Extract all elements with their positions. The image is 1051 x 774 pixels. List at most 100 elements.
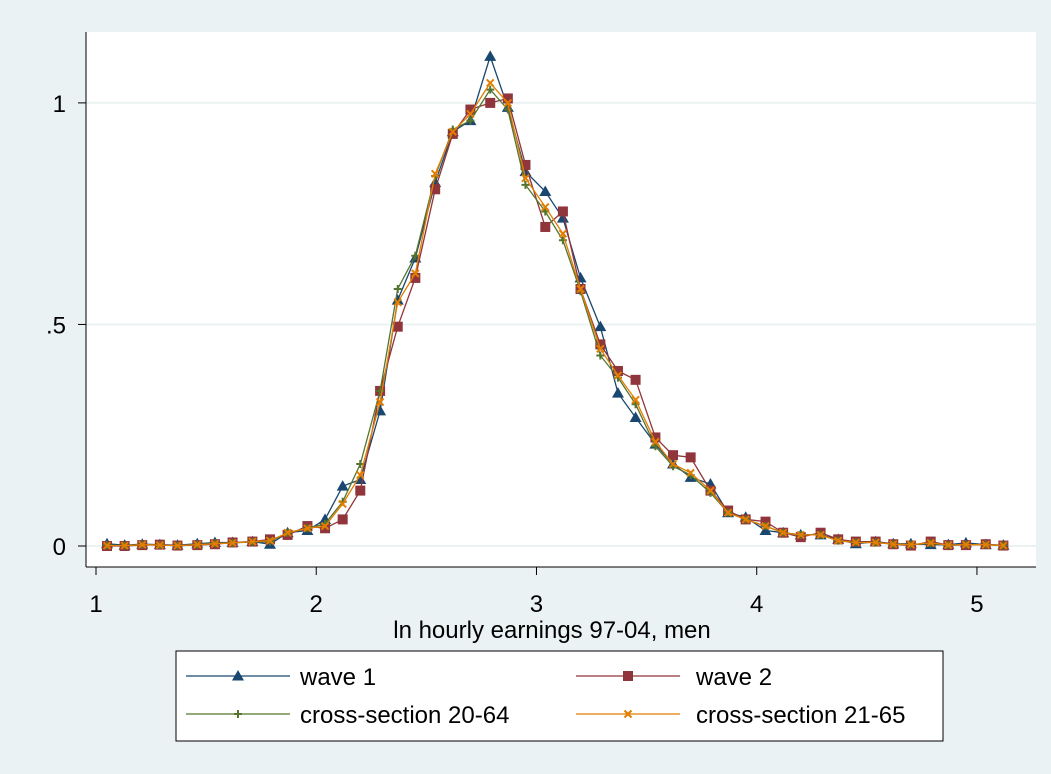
data-point <box>595 339 606 350</box>
data-point <box>557 206 568 217</box>
data-point <box>926 538 935 548</box>
data-point <box>336 480 349 491</box>
legend-label: cross-section 20-64 <box>300 702 509 729</box>
data-point <box>486 85 495 94</box>
data-point <box>484 50 497 61</box>
legend-marker <box>623 671 633 681</box>
data-point <box>155 540 165 550</box>
data-point <box>631 395 640 404</box>
data-point <box>594 320 607 332</box>
data-point <box>337 514 348 525</box>
data-point <box>303 524 312 533</box>
data-point <box>228 538 237 548</box>
data-point <box>503 105 512 114</box>
series-layer <box>101 50 1010 551</box>
data-point <box>961 540 971 549</box>
data-point <box>447 128 458 139</box>
plot-area <box>86 32 1036 567</box>
data-point <box>485 97 496 108</box>
data-point <box>651 442 660 451</box>
y-tick-label: .5 <box>46 312 66 339</box>
data-point <box>102 541 112 550</box>
data-point <box>486 78 495 88</box>
legend-marker <box>234 710 242 718</box>
data-point <box>706 486 715 495</box>
data-point <box>613 371 623 380</box>
data-point <box>871 538 880 547</box>
legend: wave 1 wave 2 cross-section 20-64 cross-sec… <box>175 650 944 742</box>
legend-label: wave 1 <box>299 664 376 691</box>
x-tick-label: 4 <box>750 591 763 618</box>
data-point <box>391 294 404 305</box>
data-point <box>796 530 805 540</box>
y-tick-label: 1 <box>53 91 66 118</box>
legend-marker <box>232 670 244 681</box>
data-point <box>651 437 660 447</box>
legend-box <box>175 650 944 742</box>
data-point <box>355 485 366 496</box>
data-point <box>760 516 771 527</box>
legend-item: wave 2 <box>576 664 772 691</box>
data-point <box>686 468 695 478</box>
data-point <box>193 540 202 549</box>
data-point <box>851 538 861 547</box>
data-point <box>558 229 568 238</box>
legend-item: cross-section 21-65 <box>576 702 905 729</box>
data-point <box>816 530 825 540</box>
data-point <box>521 180 530 189</box>
axis-layer: 0 .5 1 1 2 3 4 5 <box>46 32 1036 618</box>
data-point <box>723 508 733 517</box>
data-point <box>520 159 531 170</box>
legend-label: wave 2 <box>695 664 772 691</box>
data-point <box>465 104 476 115</box>
data-point <box>393 298 402 307</box>
data-point <box>138 540 147 549</box>
data-point <box>541 202 550 212</box>
legend-marker <box>623 709 633 719</box>
data-point <box>611 387 624 398</box>
data-point <box>448 127 457 136</box>
data-point <box>889 540 898 549</box>
y-tick-label: 0 <box>53 534 66 561</box>
x-axis-label: ln hourly earnings 97-04, men <box>393 617 711 644</box>
data-point <box>410 272 421 283</box>
data-point <box>430 169 440 179</box>
data-point <box>466 116 475 125</box>
data-point <box>210 539 220 548</box>
x-tick-label: 3 <box>530 591 543 618</box>
data-point <box>392 321 403 332</box>
data-point <box>668 459 678 469</box>
data-point <box>173 541 182 550</box>
data-point <box>612 365 623 376</box>
data-point <box>556 212 569 223</box>
data-point <box>393 285 402 293</box>
data-point <box>539 185 552 197</box>
data-point <box>576 284 585 294</box>
legend-item: wave 1 <box>186 664 376 691</box>
data-point <box>265 536 275 545</box>
x-tick-label: 1 <box>89 591 102 618</box>
data-point <box>668 450 679 461</box>
data-point <box>283 528 292 537</box>
series-4 <box>102 78 1008 550</box>
data-point <box>630 374 641 385</box>
data-point <box>833 536 843 545</box>
data-point <box>944 540 953 550</box>
data-point <box>354 473 367 485</box>
x-tick-label: 5 <box>970 591 983 618</box>
data-point <box>466 109 475 119</box>
legend-label: cross-section 21-65 <box>696 702 905 729</box>
data-point <box>761 521 770 531</box>
data-point <box>540 221 551 232</box>
data-point <box>596 344 605 354</box>
data-point <box>741 515 750 524</box>
data-point <box>375 397 385 407</box>
data-point <box>502 93 513 104</box>
data-point <box>376 386 385 395</box>
data-point <box>778 528 788 537</box>
series-line <box>107 81 1004 547</box>
data-point <box>320 521 330 531</box>
data-point <box>596 351 605 360</box>
